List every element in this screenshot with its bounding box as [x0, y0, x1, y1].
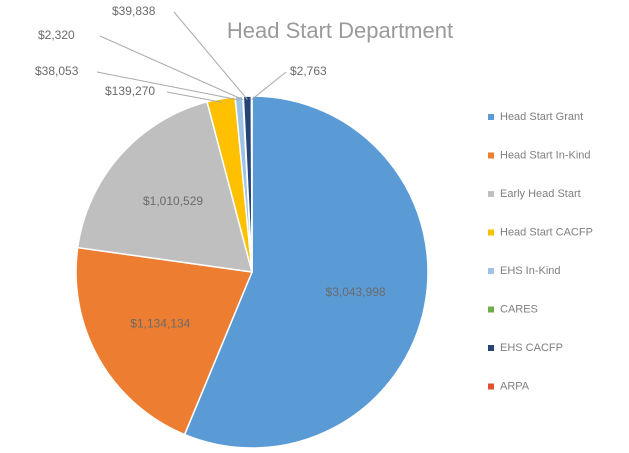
legend-label: Early Head Start: [500, 188, 581, 200]
legend-swatch: [488, 114, 494, 120]
leader-line: [96, 71, 240, 101]
legend-label: EHS CACFP: [500, 342, 563, 354]
legend-swatch: [488, 268, 494, 274]
pie-slice: [75, 246, 254, 436]
chart-title: Head Start Department: [227, 18, 453, 43]
legend-swatch: [488, 306, 494, 313]
legend-label: CARES: [500, 303, 538, 315]
data-label: $39,838: [112, 4, 156, 18]
legend-swatch: [488, 191, 494, 197]
data-label: $1,010,529: [143, 194, 203, 208]
legend-label: Head Start CACFP: [500, 226, 593, 238]
leader-line: [173, 11, 248, 100]
legend-label: ARPA: [500, 380, 530, 392]
legend-swatch: [488, 383, 494, 390]
data-label: $2,763: [290, 64, 327, 78]
legend-swatch: [488, 152, 494, 159]
legend-label: Head Start In-Kind: [500, 149, 591, 161]
legend-label: Head Start Grant: [500, 111, 583, 123]
data-label: $139,270: [105, 84, 155, 98]
leader-line: [251, 71, 287, 100]
data-label: $1,134,134: [130, 317, 190, 331]
pie-slice: [76, 100, 254, 273]
leader-line: [166, 91, 222, 103]
data-label: $3,043,998: [326, 285, 386, 299]
data-label: $2,320: [38, 28, 75, 42]
legend-label: EHS In-Kind: [500, 265, 561, 277]
pie-slice: [250, 95, 253, 273]
data-label: $38,053: [35, 64, 79, 78]
legend-swatch: [488, 229, 494, 236]
legend-swatch: [488, 345, 494, 351]
pie-slice: [183, 95, 429, 449]
leader-line: [99, 35, 244, 101]
